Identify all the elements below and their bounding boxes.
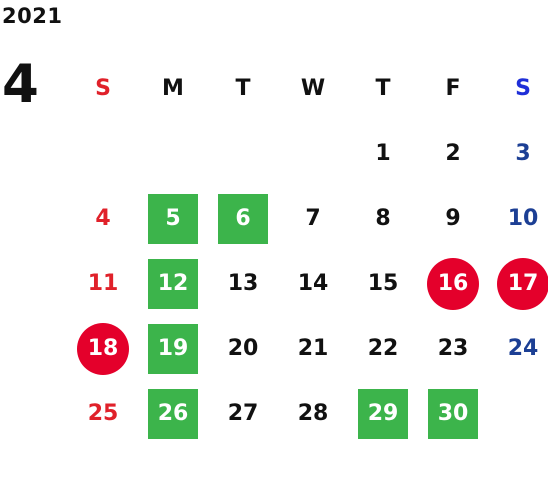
green-square-marker bbox=[358, 389, 408, 439]
day-cell: 20 bbox=[208, 316, 278, 381]
weekday-header-tuesday: T bbox=[235, 76, 251, 101]
day-cell: 27 bbox=[208, 381, 278, 446]
day-cell: 25 bbox=[68, 381, 138, 446]
green-square-marker bbox=[428, 389, 478, 439]
day-number: 16 bbox=[437, 271, 469, 296]
day-cell-empty bbox=[488, 381, 548, 446]
day-cell: 14 bbox=[278, 251, 348, 316]
day-number: 7 bbox=[305, 206, 321, 231]
day-cell: 8 bbox=[348, 186, 418, 251]
month-number: 4 bbox=[2, 54, 39, 115]
day-number: 14 bbox=[297, 271, 329, 296]
day-cell: 28 bbox=[278, 381, 348, 446]
day-number: 1 bbox=[375, 141, 391, 166]
day-number: 12 bbox=[157, 271, 189, 296]
day-cell-green: 5 bbox=[138, 186, 208, 251]
day-cell-empty bbox=[68, 121, 138, 186]
day-cell: 21 bbox=[278, 316, 348, 381]
day-cell-green: 30 bbox=[418, 381, 488, 446]
day-cell: 9 bbox=[418, 186, 488, 251]
day-number: 27 bbox=[227, 401, 259, 426]
day-cell: 4 bbox=[68, 186, 138, 251]
day-cell-empty bbox=[278, 121, 348, 186]
day-number: 17 bbox=[507, 271, 539, 296]
weekday-header-thursday: T bbox=[375, 76, 391, 101]
day-number: 24 bbox=[507, 336, 539, 361]
day-number: 15 bbox=[367, 271, 399, 296]
day-number: 5 bbox=[165, 206, 181, 231]
day-number: 21 bbox=[297, 336, 329, 361]
day-number: 4 bbox=[95, 206, 111, 231]
day-cell-red: 18 bbox=[68, 316, 138, 381]
day-cell: 1 bbox=[348, 121, 418, 186]
red-circle-marker bbox=[497, 258, 548, 310]
green-square-marker bbox=[148, 324, 198, 374]
weekday-header-sunday: S bbox=[95, 76, 111, 101]
day-number: 19 bbox=[157, 336, 189, 361]
day-cell-empty bbox=[208, 121, 278, 186]
day-cell: 7 bbox=[278, 186, 348, 251]
day-number: 10 bbox=[507, 206, 539, 231]
calendar-grid: S M T W T F S 1 2 3 4 5 6 7 8 9 10 11 12… bbox=[68, 56, 548, 446]
weekday-header-wednesday: W bbox=[300, 76, 326, 101]
day-cell: 23 bbox=[418, 316, 488, 381]
day-number: 6 bbox=[235, 206, 251, 231]
day-cell: 15 bbox=[348, 251, 418, 316]
day-number: 28 bbox=[297, 401, 329, 426]
day-number: 11 bbox=[87, 271, 119, 296]
day-number: 30 bbox=[437, 401, 469, 426]
weekday-header-friday: F bbox=[445, 76, 461, 101]
day-number: 20 bbox=[227, 336, 259, 361]
day-number: 25 bbox=[87, 401, 119, 426]
day-cell: 10 bbox=[488, 186, 548, 251]
green-square-marker bbox=[148, 389, 198, 439]
day-cell: 2 bbox=[418, 121, 488, 186]
year-label: 2021 bbox=[2, 4, 63, 28]
day-cell: 22 bbox=[348, 316, 418, 381]
green-square-marker bbox=[218, 194, 268, 244]
day-cell-green: 29 bbox=[348, 381, 418, 446]
day-cell-green: 12 bbox=[138, 251, 208, 316]
day-number: 22 bbox=[367, 336, 399, 361]
green-square-marker bbox=[148, 194, 198, 244]
day-cell-green: 26 bbox=[138, 381, 208, 446]
day-cell-empty bbox=[138, 121, 208, 186]
day-number: 29 bbox=[367, 401, 399, 426]
weekday-header-saturday: S bbox=[515, 76, 531, 101]
day-cell: 3 bbox=[488, 121, 548, 186]
day-cell-green: 19 bbox=[138, 316, 208, 381]
day-number: 13 bbox=[227, 271, 259, 296]
green-square-marker bbox=[148, 259, 198, 309]
day-cell-green: 6 bbox=[208, 186, 278, 251]
day-number: 2 bbox=[445, 141, 461, 166]
day-number: 8 bbox=[375, 206, 391, 231]
red-circle-marker bbox=[427, 258, 479, 310]
day-cell: 13 bbox=[208, 251, 278, 316]
day-number: 3 bbox=[515, 141, 531, 166]
day-number: 26 bbox=[157, 401, 189, 426]
weekday-header-monday: M bbox=[162, 76, 184, 101]
day-cell: 11 bbox=[68, 251, 138, 316]
day-number: 18 bbox=[87, 336, 119, 361]
day-cell-red: 16 bbox=[418, 251, 488, 316]
day-cell-red: 17 bbox=[488, 251, 548, 316]
day-number: 9 bbox=[445, 206, 461, 231]
red-circle-marker bbox=[77, 323, 129, 375]
day-cell: 24 bbox=[488, 316, 548, 381]
day-number: 23 bbox=[437, 336, 469, 361]
